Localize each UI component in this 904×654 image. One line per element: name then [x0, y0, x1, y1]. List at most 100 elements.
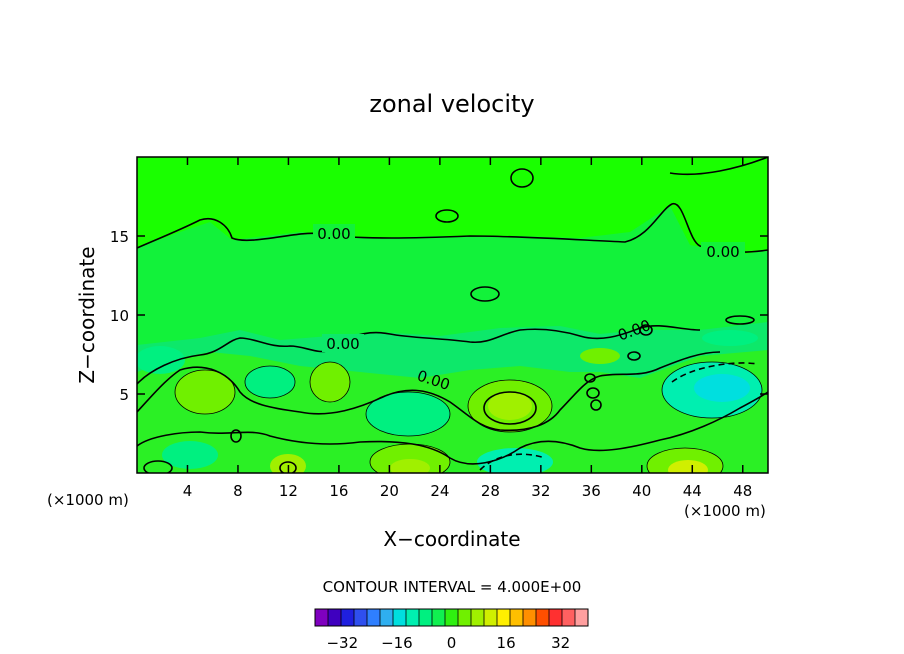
- chart-title: zonal velocity: [369, 90, 534, 118]
- x-tick-label: 16: [329, 482, 348, 500]
- thin-loop-5: [661, 361, 763, 419]
- contour-loop-9: [627, 351, 641, 361]
- contour-interval-label: CONTOUR INTERVAL = 4.000E+00: [323, 578, 582, 596]
- contour-line-zero-bottom: [137, 391, 768, 465]
- negative-blob-2: [366, 392, 450, 436]
- colorbar-swatch: [536, 609, 550, 626]
- colorbar-swatch: [406, 609, 420, 626]
- positive-blob-7: [580, 348, 620, 364]
- colorbar-swatch: [354, 609, 368, 626]
- contour-loop-11: [230, 429, 242, 443]
- x-tick-label: 40: [632, 482, 651, 500]
- colorbar-tick-label: 16: [497, 634, 516, 652]
- contour-loop-4: [483, 391, 537, 425]
- contour-line-zero-mid: [137, 324, 701, 385]
- x-tick-label: 36: [582, 482, 601, 500]
- colorbar-tick-label: 0: [447, 634, 457, 652]
- colorbar-swatch: [380, 609, 394, 626]
- colorbar-swatch: [510, 609, 524, 626]
- x-tick-label: 8: [233, 482, 243, 500]
- contour-line-negative-2: [479, 453, 546, 471]
- x-tick-label: 32: [531, 482, 550, 500]
- colorbar-swatch: [393, 609, 407, 626]
- x-unit-left: (×1000 m): [47, 491, 129, 509]
- thin-loop-8: [244, 365, 296, 399]
- colorbar-swatch: [484, 609, 498, 626]
- contour-loop-10: [639, 324, 653, 336]
- y-axis-ticks: 5 10 15: [110, 228, 768, 404]
- contour-loop-12: [279, 461, 297, 473]
- contour-label-1: 0.00: [317, 225, 350, 243]
- negative-blob-7: [702, 330, 758, 346]
- contour-loop-8: [584, 373, 596, 383]
- x-tick-label: 20: [380, 482, 399, 500]
- colorbar-swatch: [458, 609, 472, 626]
- y-tick-label: 15: [110, 228, 129, 246]
- y-tick-label: 5: [119, 386, 129, 404]
- positive-blob-5-core: [668, 460, 708, 473]
- x-tick-label: 24: [430, 482, 449, 500]
- colorbar-swatch: [315, 609, 329, 626]
- colorbar-frame: [314, 608, 589, 627]
- x-tick-label: 28: [481, 482, 500, 500]
- colorbar-swatch: [497, 609, 511, 626]
- contour-label-bg-3: [322, 334, 364, 352]
- x-unit-right: (×1000 m): [684, 502, 766, 520]
- thin-loop-6: [646, 447, 724, 473]
- colorbar-swatch: [562, 609, 576, 626]
- thin-loop-7: [369, 443, 451, 473]
- x-tick-label: 44: [683, 482, 702, 500]
- positive-blob-3-core: [488, 392, 532, 420]
- x-tick-label: 48: [733, 482, 752, 500]
- contour-label-bg-2: [701, 242, 745, 260]
- contour-loop-13: [143, 460, 173, 473]
- thin-loop-4: [365, 391, 451, 437]
- colorbar-swatch: [549, 609, 563, 626]
- colorbar-swatch: [432, 609, 446, 626]
- colorbar-swatch: [523, 609, 537, 626]
- positive-blob-6: [270, 454, 306, 473]
- contour-label-bg-1: [313, 224, 355, 242]
- colorbar-swatch: [471, 609, 485, 626]
- negative-blob-1-core: [694, 374, 750, 402]
- colorbar: −32 −16 0 16 32: [314, 608, 589, 652]
- colorbar-swatch: [419, 609, 433, 626]
- contour-lines-thin: [174, 361, 763, 473]
- y-tick-label: 10: [110, 307, 129, 325]
- colorbar-tick-label: −32: [326, 634, 358, 652]
- thin-loop-2: [309, 361, 351, 403]
- positive-blob-1: [175, 370, 235, 414]
- x-tick-label: 4: [183, 482, 193, 500]
- colorbar-tick-label: −16: [381, 634, 413, 652]
- contour-loop-6: [586, 387, 600, 399]
- x-axis-ticks: 4 8 12 16 20 24 28 32 36 40 44 48: [183, 157, 752, 500]
- colorbar-swatch: [445, 609, 459, 626]
- contour-label-2: 0.00: [706, 243, 739, 261]
- contour-line-negative-1: [671, 362, 759, 383]
- positive-blob-2: [310, 362, 350, 402]
- plot-area: 0.00 0.00 0.00 0.00 0.00: [137, 157, 768, 473]
- contour-label-3: 0.00: [326, 335, 359, 353]
- contour-loop-7: [590, 399, 602, 411]
- negative-blob-4: [477, 448, 553, 473]
- negative-blob-3: [245, 366, 295, 398]
- x-axis-label: X−coordinate: [383, 527, 520, 551]
- contour-loop-5: [725, 315, 755, 325]
- colorbar-swatch: [328, 609, 342, 626]
- colorbar-tick-label: 32: [551, 634, 570, 652]
- contour-loop-3: [435, 209, 459, 223]
- thin-loop-3: [467, 379, 553, 433]
- contour-loop-2: [510, 168, 534, 188]
- positive-blob-4-core: [390, 459, 430, 473]
- colorbar-swatch: [367, 609, 381, 626]
- thin-loop-1: [174, 369, 236, 415]
- contour-line-zero-upper-right: [669, 157, 768, 176]
- y-axis-label: Z−coordinate: [75, 246, 99, 383]
- negative-blob-6: [162, 441, 218, 469]
- negative-blob-5: [137, 346, 185, 374]
- colorbar-swatch: [341, 609, 355, 626]
- contour-line-zero-top: [137, 203, 768, 253]
- x-tick-label: 12: [279, 482, 298, 500]
- contour-lines: [137, 157, 768, 473]
